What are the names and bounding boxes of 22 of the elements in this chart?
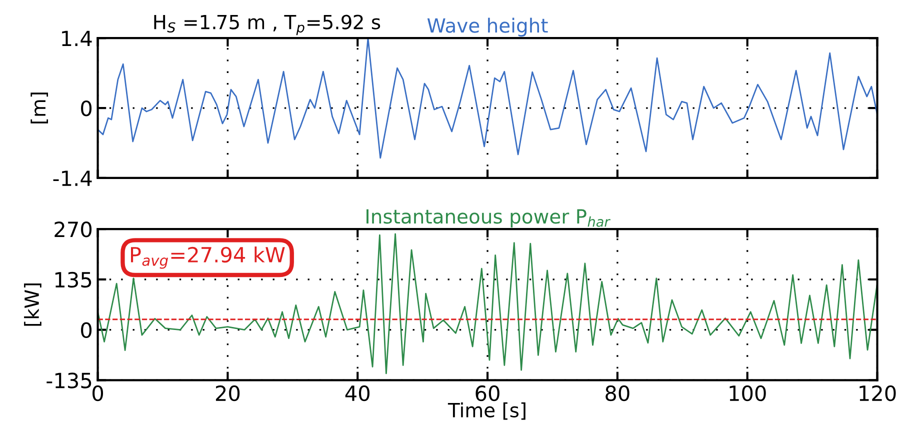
x-tick-label: 40 xyxy=(345,385,370,402)
y-axis-title: [kW] xyxy=(24,283,42,326)
y-tick-label: 0 xyxy=(81,322,92,338)
y-tick-label: -1.4 xyxy=(53,170,92,186)
x-axis-title: Time [s] xyxy=(448,402,526,420)
y-tick-label: 270 xyxy=(54,222,92,238)
chart-title: Wave height xyxy=(427,18,548,37)
y-tick-label: -135 xyxy=(46,372,92,388)
x-tick-label: 80 xyxy=(606,385,630,402)
line-series xyxy=(98,233,878,374)
annotation: P$_{avg}$=27.94 kW xyxy=(130,246,285,269)
chart-subtitle: H$_{S}$ =1.75 m , T$_{p}$=5.92 s xyxy=(154,14,380,36)
y-tick-label: 135 xyxy=(55,272,92,288)
y-tick-label: 0 xyxy=(81,100,92,116)
x-tick-label: 60 xyxy=(476,385,500,402)
x-tick-label: 0 xyxy=(92,385,104,402)
chart-title: Instantaneous power P$_{har}$ xyxy=(366,209,610,228)
y-axis-title: [m] xyxy=(30,92,48,124)
x-tick-label: 20 xyxy=(216,385,240,402)
x-tick-label: 100 xyxy=(730,385,766,402)
y-tick-label: 1.4 xyxy=(62,30,92,46)
x-tick-label: 120 xyxy=(860,385,896,402)
